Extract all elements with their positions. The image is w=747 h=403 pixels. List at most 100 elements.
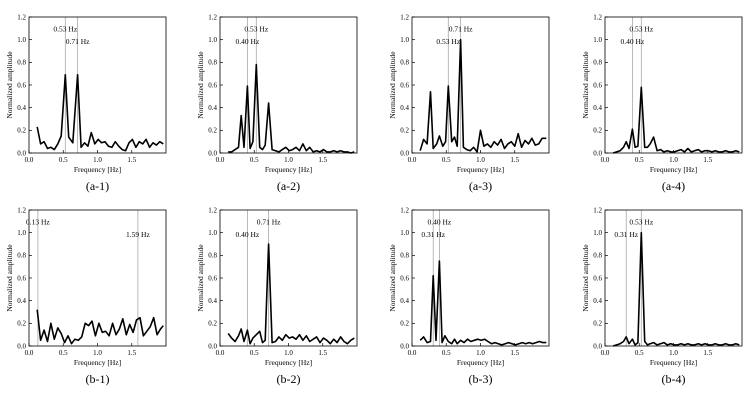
chart-panel-6: 0.0 0.2 0.4 0.6 0.8 1.0 1.2 0.0 0.5 1.0 1.5 0.40 Hz…	[196, 206, 358, 386]
y-tick-label: 0.6	[208, 81, 217, 89]
x-tick-label: 0.0	[408, 156, 417, 164]
y-tick-label: 0.6	[17, 81, 26, 89]
y-tick-label: 0.0	[17, 149, 26, 157]
peak-label-1: 0.31 Hz	[614, 230, 638, 239]
chart-panel-4: 0.0 0.2 0.4 0.6 0.8 1.0 1.2 0.0 0.5 1.0 1.5 0.40 Hz…	[581, 13, 743, 193]
x-tick-label: 1.5	[703, 156, 712, 164]
amplitude-series-line	[228, 63, 355, 154]
y-tick-label: 0.4	[208, 104, 217, 112]
x-tick-label: 1.5	[127, 349, 136, 357]
x-tick-label: 1.5	[703, 349, 712, 357]
x-tick-label: 0.0	[216, 349, 225, 357]
y-tick-label: 0.4	[400, 297, 409, 305]
amplitude-series-line	[36, 74, 164, 152]
peak-label-2: 0.53 Hz	[629, 24, 653, 33]
x-tick-label: 0.5	[250, 349, 259, 357]
y-tick-label: 0.8	[17, 59, 26, 67]
chart-panel-5: 0.0 0.2 0.4 0.6 0.8 1.0 1.2 0.0 0.5 1.0 1.5 0.13 Hz…	[5, 206, 167, 386]
y-tick-label: 0.6	[208, 274, 217, 282]
y-tick-label: 1.2	[208, 13, 217, 21]
y-tick-label: 0.6	[400, 274, 409, 282]
y-tick-label: 1.2	[400, 13, 409, 21]
peak-label-1: 0.40 Hz	[236, 230, 260, 239]
y-axis-label: Normalized amplitude	[581, 244, 590, 312]
y-tick-label: 0.2	[593, 127, 602, 135]
y-tick-label: 0.0	[17, 342, 26, 350]
y-tick-label: 0.8	[17, 252, 26, 260]
x-tick-label: 0.5	[59, 156, 68, 164]
y-tick-label: 1.2	[400, 206, 409, 214]
panel-caption: (b-2)	[277, 372, 301, 386]
x-tick-label: 1.0	[93, 156, 102, 164]
x-tick-label: 0.0	[25, 156, 34, 164]
y-tick-label: 1.0	[208, 229, 217, 237]
y-tick-label: 0.2	[208, 127, 217, 135]
y-tick-label: 0.8	[400, 59, 409, 67]
y-tick-label: 1.2	[593, 206, 602, 214]
peak-label-2: 0.40 Hz	[428, 217, 452, 226]
y-tick-label: 0.8	[208, 59, 217, 67]
y-axis-label: Normalized amplitude	[388, 51, 397, 119]
y-tick-label: 0.0	[593, 342, 602, 350]
amplitude-series-line	[36, 309, 164, 345]
peak-label-2: 0.71 Hz	[449, 24, 473, 33]
y-tick-label: 1.2	[17, 13, 26, 21]
y-tick-label: 0.8	[400, 252, 409, 260]
y-tick-label: 1.0	[17, 36, 26, 44]
y-tick-label: 0.4	[17, 297, 26, 305]
chart-panel-7: 0.0 0.2 0.4 0.6 0.8 1.0 1.2 0.0 0.5 1.0 1.5 0.31 Hz…	[388, 206, 550, 386]
y-tick-label: 0.0	[208, 149, 217, 157]
x-tick-label: 1.5	[510, 349, 519, 357]
x-tick-label: 0.0	[601, 349, 610, 357]
panel-caption: (a-1)	[86, 179, 109, 193]
panel-caption: (b-1)	[86, 372, 110, 386]
x-tick-label: 0.5	[59, 349, 68, 357]
panel-caption: (b-3)	[469, 372, 493, 386]
y-tick-label: 1.2	[593, 13, 602, 21]
x-tick-label: 0.5	[635, 156, 644, 164]
x-axis-label: Frequency [Hz]	[457, 358, 504, 367]
y-axis-label: Normalized amplitude	[388, 244, 397, 312]
x-tick-label: 0.0	[25, 349, 34, 357]
chart-panel-3: 0.0 0.2 0.4 0.6 0.8 1.0 1.2 0.0 0.5 1.0 1.5 0.53 Hz…	[388, 13, 550, 193]
y-tick-label: 0.8	[208, 252, 217, 260]
y-tick-label: 0.6	[593, 274, 602, 282]
panel-caption: (a-4)	[662, 179, 685, 193]
peak-label-1: 0.53 Hz	[436, 37, 460, 46]
y-tick-label: 1.0	[208, 36, 217, 44]
panel-caption: (a-2)	[277, 179, 300, 193]
x-axis-label: Frequency [Hz]	[265, 358, 312, 367]
x-axis-label: Frequency [Hz]	[74, 165, 121, 174]
x-tick-label: 1.0	[284, 156, 293, 164]
y-tick-label: 1.0	[593, 229, 602, 237]
peak-label-2: 0.53 Hz	[629, 217, 653, 226]
y-tick-label: 0.6	[593, 81, 602, 89]
x-tick-label: 1.0	[669, 349, 678, 357]
y-tick-label: 1.0	[17, 229, 26, 237]
x-tick-label: 0.5	[442, 349, 451, 357]
x-axis-label: Frequency [Hz]	[650, 165, 697, 174]
y-tick-label: 0.4	[400, 104, 409, 112]
x-tick-label: 1.5	[318, 349, 327, 357]
peak-label-1: 0.31 Hz	[421, 230, 445, 239]
y-tick-label: 1.0	[400, 36, 409, 44]
y-tick-label: 0.0	[400, 342, 409, 350]
y-tick-label: 0.2	[593, 320, 602, 328]
y-tick-label: 0.6	[400, 81, 409, 89]
y-tick-label: 1.0	[593, 36, 602, 44]
x-tick-label: 1.5	[318, 156, 327, 164]
y-tick-label: 0.4	[593, 297, 602, 305]
panel-caption: (b-4)	[662, 372, 686, 386]
peak-label-1: 0.40 Hz	[621, 37, 645, 46]
y-tick-label: 0.2	[208, 320, 217, 328]
y-tick-label: 0.2	[17, 127, 26, 135]
x-tick-label: 1.5	[127, 156, 136, 164]
x-axis-label: Frequency [Hz]	[265, 165, 312, 174]
y-tick-label: 1.2	[17, 206, 26, 214]
y-tick-label: 0.2	[400, 320, 409, 328]
y-axis-label: Normalized amplitude	[5, 244, 14, 312]
y-tick-label: 0.8	[593, 252, 602, 260]
x-tick-label: 1.0	[476, 349, 485, 357]
x-tick-label: 1.0	[476, 156, 485, 164]
peak-label-1: 0.40 Hz	[236, 37, 260, 46]
